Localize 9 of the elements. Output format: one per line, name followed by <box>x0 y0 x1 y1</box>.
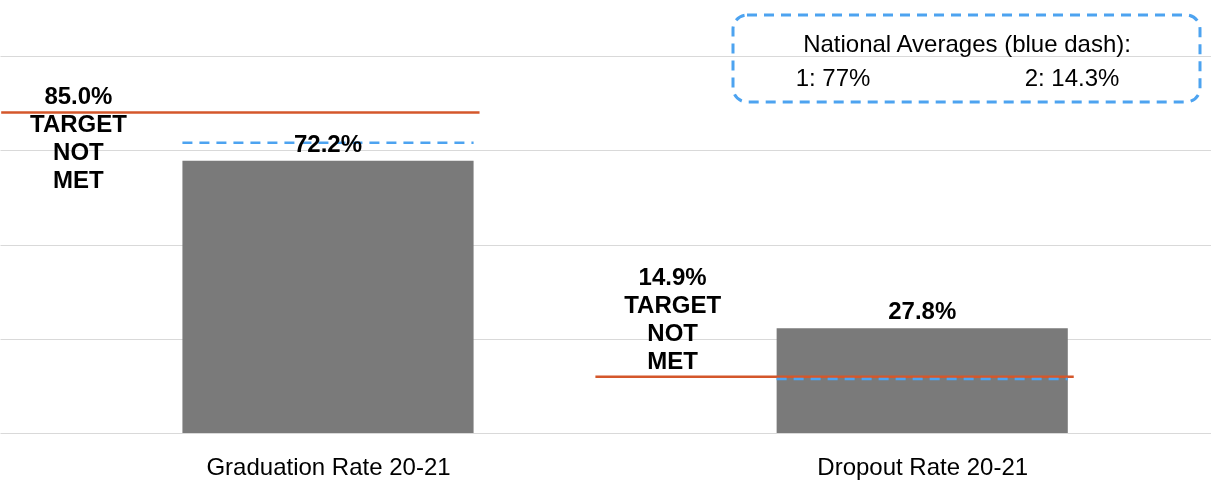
ref-line-label: 14.9% TARGET NOT MET <box>624 262 722 374</box>
x-tick-label: Dropout Rate 20-21 <box>817 452 1029 480</box>
x-tick-label: Graduation Rate 20-21 <box>206 452 451 480</box>
annotation: National Averages (blue dash): <box>803 30 1131 57</box>
data-label: 72.2% <box>293 129 363 157</box>
annotation: 2: 14.3% <box>1024 64 1120 91</box>
annotation: 1: 77% <box>795 64 871 91</box>
ref-line-label: 85.0% TARGET NOT MET <box>29 81 128 193</box>
data-label: 27.8% <box>888 297 957 325</box>
